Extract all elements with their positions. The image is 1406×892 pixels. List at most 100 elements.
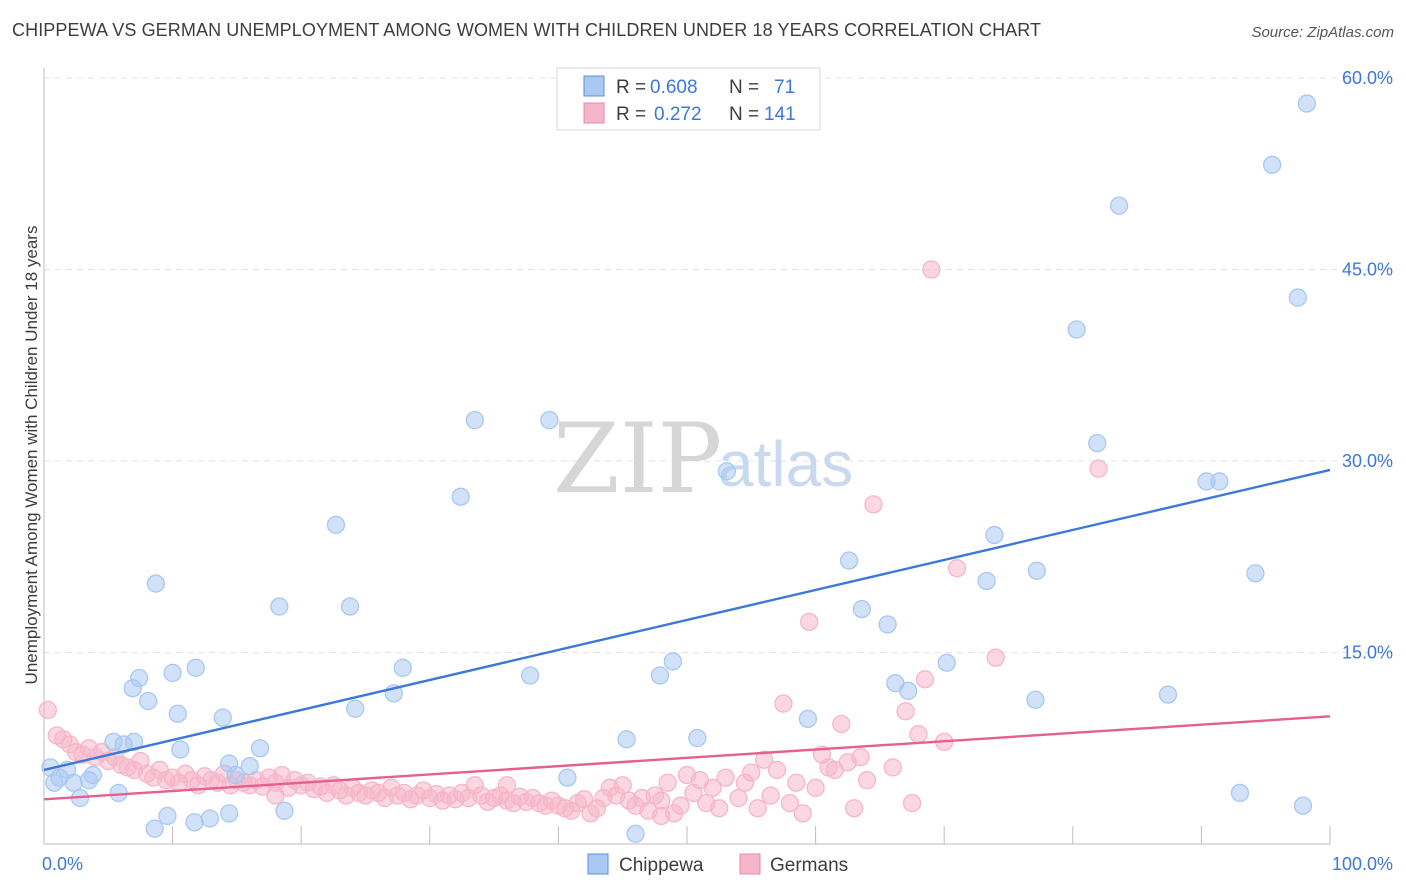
chippewa-point — [1293, 796, 1313, 815]
germans-point — [748, 799, 767, 818]
chippewa-point — [158, 806, 177, 826]
chippewa-point — [171, 740, 190, 759]
y-axis-title: Unemployment Among Women with Children U… — [22, 226, 41, 685]
chippewa-point — [937, 653, 956, 672]
germans-point — [896, 702, 915, 721]
chippewa-point — [64, 773, 83, 792]
germans-point — [986, 648, 1005, 667]
germans-point — [787, 773, 806, 792]
legend-label-germans: Germans — [770, 855, 848, 876]
x-tick-label: 0.0% — [42, 854, 83, 874]
chippewa-point — [220, 804, 239, 823]
germans-point — [761, 786, 780, 805]
germans-point — [845, 799, 864, 818]
germans-point — [613, 776, 632, 795]
y-tick-label: 15.0% — [1342, 643, 1393, 663]
germans-point — [800, 612, 819, 632]
tick-labels: 15.0% 30.0% 45.0% 60.0% 0.0% 100.0% — [42, 68, 1393, 874]
chippewa-point — [798, 709, 818, 729]
chippewa-point — [1027, 561, 1046, 580]
chippewa-point — [270, 597, 289, 616]
stats-n-label-1: N = — [729, 77, 759, 98]
chippewa-point — [617, 730, 636, 749]
germans-point — [851, 748, 870, 767]
chippewa-point — [1109, 196, 1129, 215]
chippewa-point — [145, 819, 164, 838]
chippewa-point — [985, 525, 1004, 545]
stats-n-value-2: 141 — [764, 104, 796, 125]
chippewa-point — [213, 708, 232, 727]
chippewa-point — [275, 801, 294, 820]
chippewa-point — [717, 462, 737, 481]
x-tick-label: 100.0% — [1332, 854, 1393, 874]
germans-point — [780, 793, 800, 813]
germans-trend-line — [43, 715, 1331, 801]
legend-swatch-germans — [739, 853, 761, 875]
chippewa-point — [1088, 433, 1107, 453]
germans-swatch — [583, 102, 605, 124]
germans-point — [658, 773, 677, 792]
germans-point — [716, 768, 735, 787]
chippewa-point — [1262, 155, 1282, 174]
chippewa-point — [688, 728, 707, 748]
chippewa-point — [626, 824, 645, 843]
germans-point — [671, 796, 690, 815]
chippewa-trend-line — [43, 468, 1331, 772]
chippewa-point — [326, 515, 346, 534]
germans-point — [652, 806, 671, 826]
chippewa-point — [346, 699, 365, 718]
chippewa-point — [451, 487, 470, 506]
chippewa-point — [340, 597, 360, 616]
germans-point — [902, 793, 922, 813]
chippewa-point — [130, 668, 149, 688]
germans-point — [742, 763, 761, 782]
chippewa-point — [146, 574, 166, 593]
chippewa-point — [558, 768, 577, 787]
chippewa-point — [852, 599, 872, 619]
chippewa-point — [240, 756, 259, 776]
chippewa-point — [1246, 564, 1265, 583]
stats-r-label-1: R = — [616, 77, 646, 98]
y-tick-label: 60.0% — [1342, 68, 1393, 88]
germans-point — [1089, 459, 1108, 478]
germans-point — [497, 776, 517, 795]
chippewa-point — [168, 704, 187, 723]
stats-r-label-2: R = — [616, 104, 646, 125]
chippewa-point — [124, 732, 144, 752]
chippewa-point — [1067, 320, 1086, 339]
chippewa-point — [650, 666, 670, 685]
germans-point — [652, 791, 671, 810]
chippewa-point — [393, 658, 412, 677]
chippewa-point — [139, 691, 158, 711]
y-tick-label: 45.0% — [1342, 260, 1393, 280]
germans-point — [857, 771, 877, 790]
chippewa-point — [540, 410, 559, 430]
chippewa-point — [663, 652, 683, 671]
germans-point — [774, 694, 793, 713]
source-label: Source: ZipAtlas.com — [1251, 24, 1394, 41]
chippewa-point — [1230, 783, 1250, 803]
chippewa-point — [226, 765, 245, 785]
germans-point — [909, 725, 928, 744]
chippewa-point — [977, 571, 996, 591]
chippewa-point — [163, 663, 182, 683]
watermark-atlas: atlas — [718, 428, 853, 500]
germans-point — [922, 260, 941, 279]
legend-swatch-chippewa — [587, 853, 609, 875]
germans-point — [729, 788, 748, 808]
chippewa-point — [839, 551, 859, 570]
chippewa-point — [1297, 94, 1317, 113]
chippewa-point — [1158, 685, 1178, 704]
stats-n-label-2: N = — [729, 104, 759, 125]
legend-label-chippewa: Chippewa — [619, 855, 704, 876]
grid-lines — [44, 77, 1392, 653]
germans-point — [703, 778, 722, 797]
chippewa-point — [878, 615, 897, 634]
germans-point — [755, 750, 774, 769]
y-tick-label: 30.0% — [1342, 451, 1393, 471]
watermark: ZIP atlas — [553, 403, 853, 515]
chippewa-point — [186, 658, 205, 677]
chippewa-point — [79, 771, 99, 790]
germans-point — [710, 799, 729, 818]
germans-point — [832, 714, 851, 734]
